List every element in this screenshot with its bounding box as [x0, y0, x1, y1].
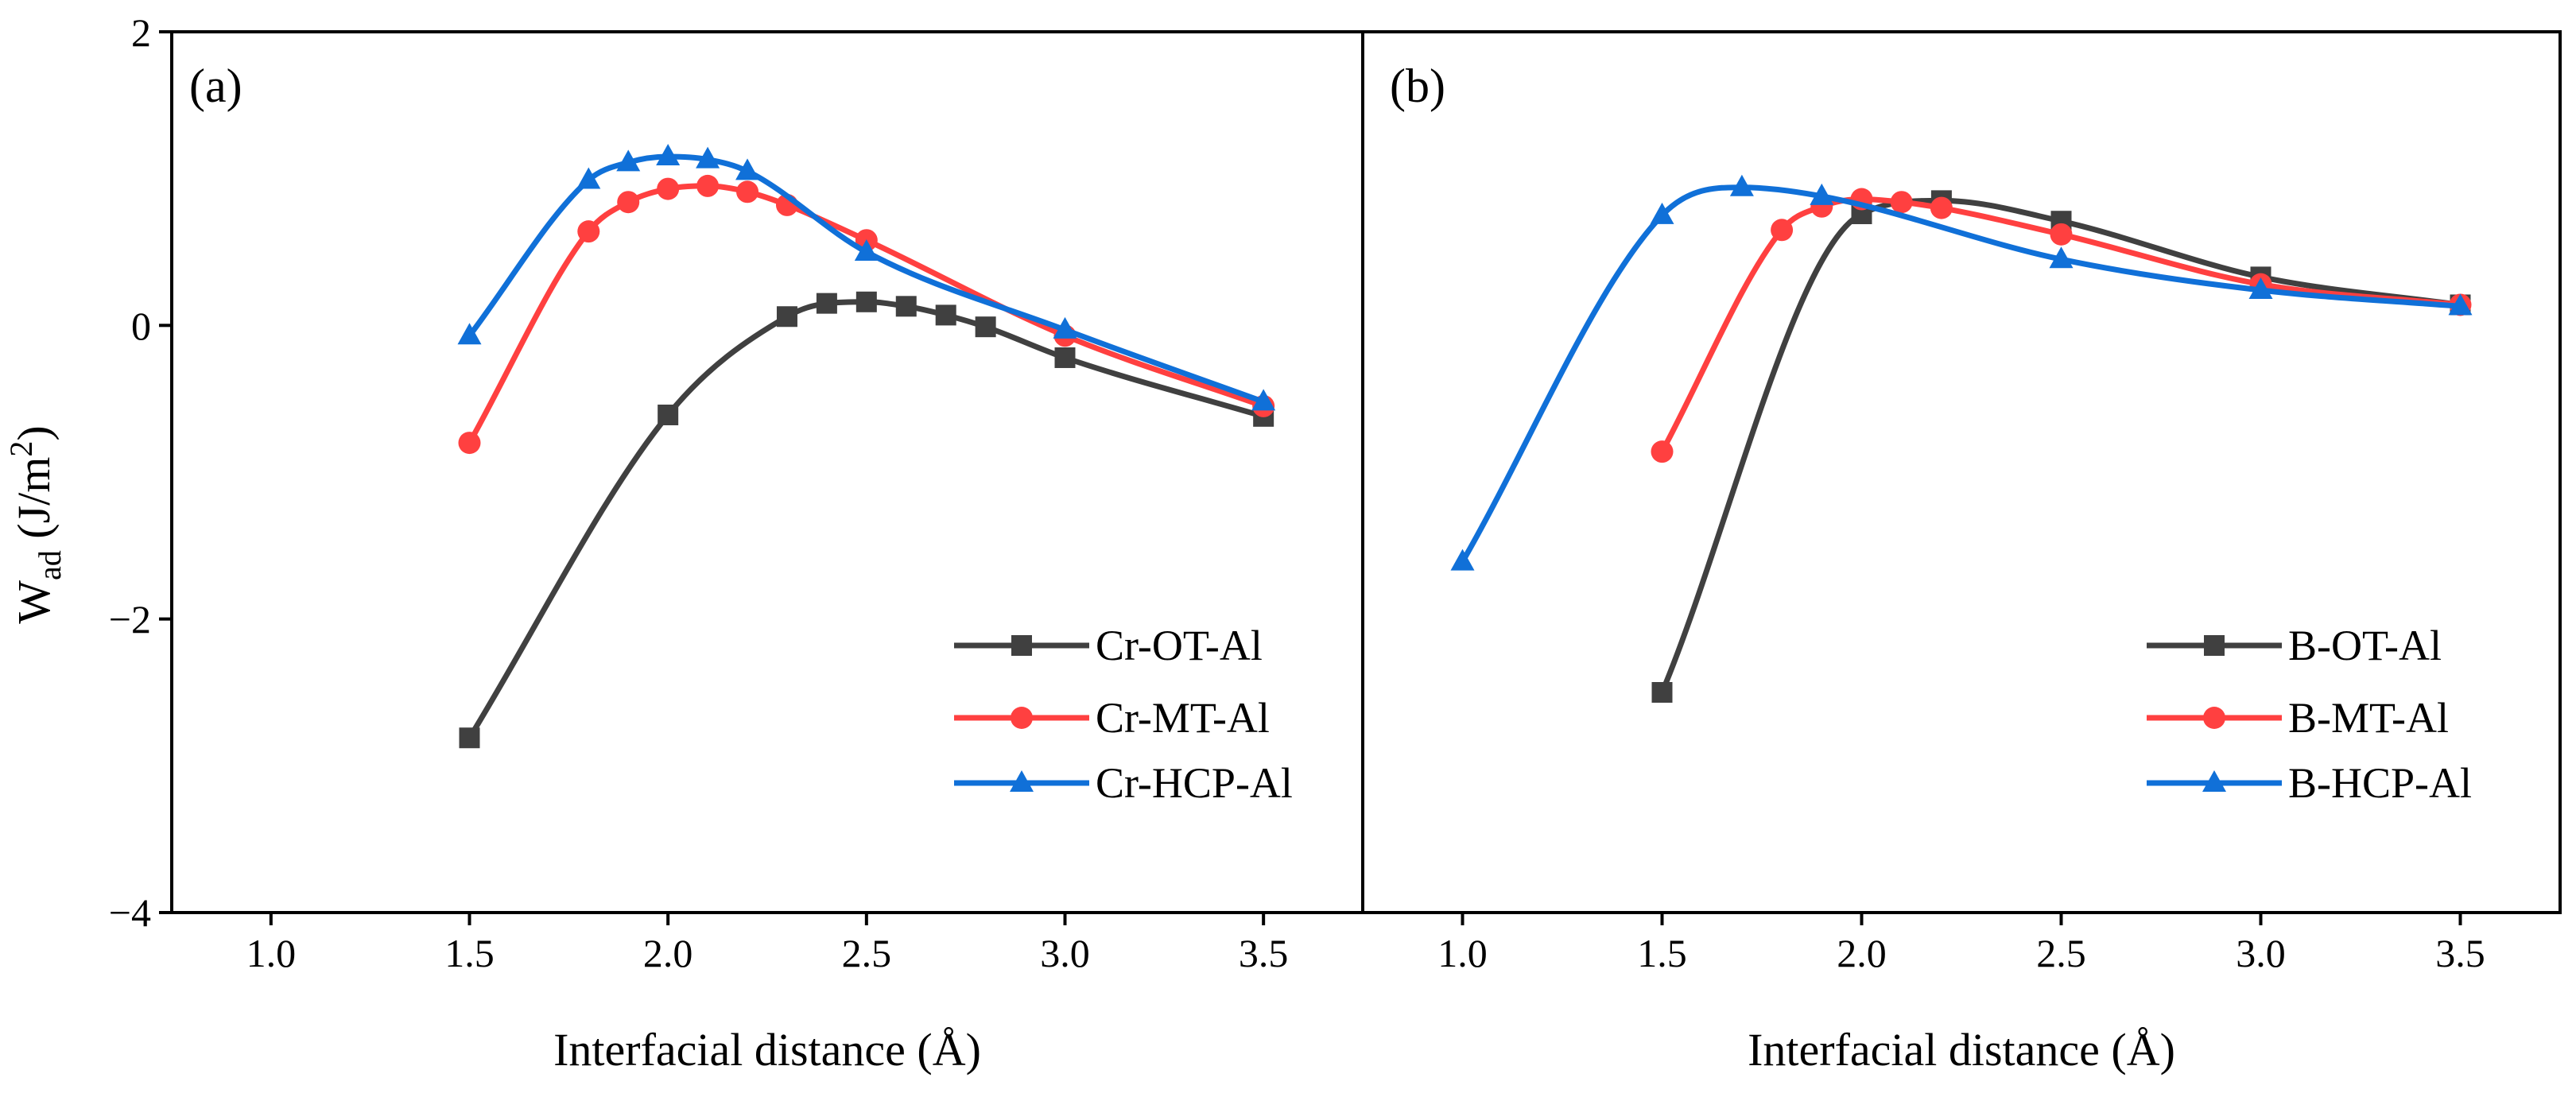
- panel-b: 1.0 1.5 2.0 2.5 3.0 3.5 (b) Interfacial dista…: [1361, 30, 2562, 1076]
- data-point-cr-hcp-al: [576, 167, 601, 189]
- panel-b-label: (b): [1390, 60, 1445, 112]
- panel-a-x-tick-label: 1.5: [444, 931, 495, 975]
- series-line-b-ot-al: [1659, 197, 2463, 696]
- data-point-cr-ot-al: [855, 291, 877, 312]
- data-point-b-mt-al: [1651, 440, 1674, 463]
- panel-b-x-tick-label: 1.0: [1437, 931, 1488, 975]
- legend-label-b-mt-al: B-MT-Al: [2288, 694, 2449, 742]
- data-point-cr-ot-al: [776, 306, 797, 328]
- panel-a: 1.0 1.5 2.0 2.5 3.0 3.5 (a) Interfacial dista…: [159, 30, 1364, 1076]
- data-point-cr-hcp-al: [696, 146, 720, 169]
- data-point-b-hcp-al: [1450, 548, 1475, 571]
- data-point-cr-hcp-al: [854, 239, 879, 261]
- data-point-cr-ot-al: [895, 296, 917, 317]
- data-point-cr-ot-al: [975, 316, 996, 338]
- data-point-cr-mt-al: [736, 180, 759, 204]
- data-point-cr-hcp-al: [656, 143, 681, 165]
- legend-item-b-mt-al: B-MT-Al: [2147, 694, 2449, 742]
- panel-a-legend: Cr-OT-Al Cr-MT-Al Cr-HCP-Al: [954, 622, 1293, 807]
- data-point-cr-mt-al: [577, 220, 600, 243]
- panel-b-frame: [1361, 30, 2562, 914]
- panel-b-x-axis-title: Interfacial distance (Å): [1748, 1024, 2175, 1076]
- legend-marker-b-ot-al: [2204, 635, 2225, 656]
- y-axis-title-sub: ad: [32, 550, 68, 580]
- data-point-cr-mt-al: [617, 191, 640, 214]
- y-axis-title-main: W: [8, 580, 60, 624]
- legend-item-cr-hcp-al: Cr-HCP-Al: [954, 759, 1293, 807]
- y-tick-label-neg4: −4: [109, 890, 151, 935]
- data-point-b-hcp-al: [2248, 277, 2273, 300]
- legend-label-cr-ot-al: Cr-OT-Al: [1096, 622, 1263, 669]
- panel-b-ticks: 1.0 1.5 2.0 2.5 3.0 3.5: [1437, 913, 2485, 975]
- panel-b-x-tick-label: 3.0: [2236, 931, 2286, 975]
- data-point-cr-hcp-al: [457, 323, 482, 345]
- panel-a-x-tick-label: 1.0: [246, 931, 297, 975]
- y-axis-title-sup: 2: [3, 441, 39, 457]
- data-point-b-hcp-al: [1650, 202, 1674, 224]
- panel-a-x-tick-label: 2.0: [643, 931, 693, 975]
- legend-item-b-hcp-al: B-HCP-Al: [2147, 759, 2472, 807]
- data-point-b-mt-al: [2050, 223, 2073, 246]
- data-point-cr-ot-al: [816, 293, 837, 314]
- panel-b-legend: B-OT-Al B-MT-Al B-HCP-Al: [2147, 622, 2472, 807]
- data-point-b-mt-al: [1890, 191, 1913, 214]
- data-point-b-ot-al: [1651, 682, 1673, 703]
- legend-marker-cr-mt-al: [1011, 707, 1033, 729]
- data-point-cr-hcp-al: [1053, 316, 1077, 339]
- data-point-b-hcp-al: [1729, 174, 1754, 196]
- data-point-cr-ot-al: [935, 304, 956, 326]
- panel-a-x-tick-label: 3.0: [1040, 931, 1090, 975]
- legend-item-cr-mt-al: Cr-MT-Al: [954, 694, 1270, 742]
- panel-b-x-tick-label: 1.5: [1637, 931, 1687, 975]
- data-point-b-mt-al: [1771, 219, 1794, 242]
- panel-a-label: (a): [189, 60, 242, 112]
- panel-a-x-axis-title: Interfacial distance (Å): [553, 1024, 981, 1076]
- y-tick-label-neg2: −2: [109, 597, 151, 642]
- data-point-b-hcp-al: [2049, 246, 2074, 269]
- data-point-b-mt-al: [1930, 196, 1953, 219]
- data-point-b-hcp-al: [1810, 183, 1834, 205]
- data-point-cr-mt-al: [458, 432, 481, 455]
- panel-a-x-tick-label: 2.5: [842, 931, 892, 975]
- data-point-cr-ot-al: [658, 404, 679, 425]
- data-point-b-hcp-al: [2448, 293, 2473, 316]
- legend-label-b-hcp-al: B-HCP-Al: [2288, 759, 2472, 807]
- data-point-cr-ot-al: [459, 727, 480, 749]
- panel-a-plot-area: [457, 143, 1276, 749]
- data-point-cr-mt-al: [696, 174, 720, 197]
- legend-marker-cr-ot-al: [1011, 635, 1032, 656]
- y-tick-label-0: 0: [131, 304, 151, 348]
- data-point-cr-hcp-al: [616, 149, 641, 172]
- data-point-cr-hcp-al: [735, 158, 760, 180]
- panel-b-x-tick-label: 3.5: [2435, 931, 2485, 975]
- y-axis-title-close: ): [8, 425, 60, 440]
- data-point-cr-mt-al: [657, 177, 680, 200]
- legend-marker-cr-hcp-al: [1010, 770, 1034, 792]
- legend-label-b-ot-al: B-OT-Al: [2288, 622, 2442, 669]
- legend-item-b-ot-al: B-OT-Al: [2147, 622, 2442, 669]
- panel-b-plot-area: [1450, 174, 2473, 703]
- panel-b-x-tick-label: 2.0: [1837, 931, 1887, 975]
- panel-b-x-tick-label: 2.5: [2036, 931, 2086, 975]
- legend-label-cr-hcp-al: Cr-HCP-Al: [1096, 759, 1293, 807]
- series-line-b-hcp-al: [1460, 184, 2463, 565]
- y-tick-label-2: 2: [131, 10, 151, 55]
- data-point-cr-ot-al: [1054, 347, 1076, 368]
- legend-marker-b-hcp-al: [2202, 770, 2226, 792]
- legend-marker-b-mt-al: [2203, 707, 2225, 729]
- y-axis-title: Wad (J/m2): [3, 425, 68, 623]
- data-point-cr-hcp-al: [1251, 389, 1276, 411]
- y-axis-title-unit: (J/m: [8, 457, 60, 551]
- legend-label-cr-mt-al: Cr-MT-Al: [1096, 694, 1270, 742]
- legend-item-cr-ot-al: Cr-OT-Al: [954, 622, 1263, 669]
- panel-a-ticks: 1.0 1.5 2.0 2.5 3.0 3.5: [159, 30, 1289, 975]
- panel-a-x-tick-label: 3.5: [1239, 931, 1289, 975]
